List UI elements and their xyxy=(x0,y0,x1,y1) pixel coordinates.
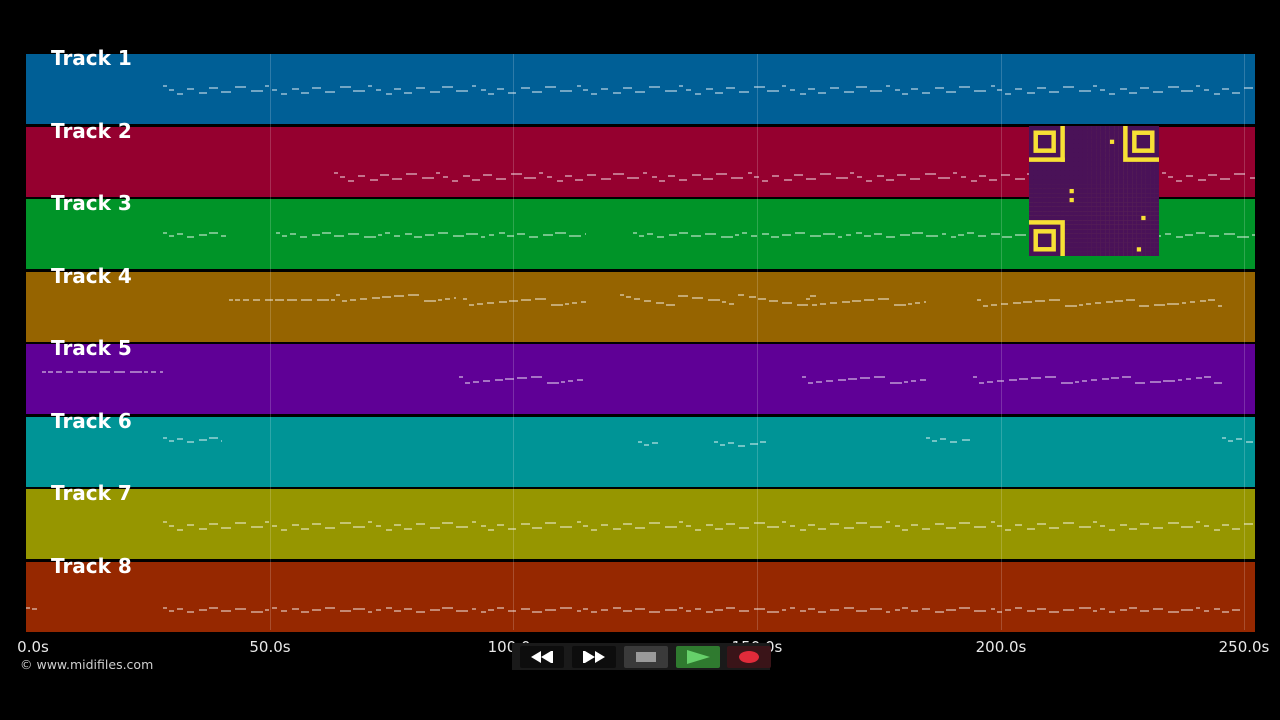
grid-line xyxy=(757,54,758,630)
track-lane: Track 6 xyxy=(26,409,1255,487)
play-icon xyxy=(687,650,710,664)
tick-label: 50.0s xyxy=(249,638,291,656)
note-strip xyxy=(26,607,1240,612)
qr-code-icon xyxy=(1029,126,1160,257)
note-strip xyxy=(163,232,1255,238)
tick-label: 250.0s xyxy=(1218,638,1270,656)
track-lane: Track 4 xyxy=(26,264,1255,342)
note-strip xyxy=(229,294,1222,306)
note-strip xyxy=(163,437,1253,446)
track-label: Track 6 xyxy=(51,408,132,433)
track-label: Track 2 xyxy=(51,118,132,143)
track-lane: Track 8 xyxy=(26,554,1255,632)
rewind-button[interactable] xyxy=(520,646,564,668)
grid-line xyxy=(1244,54,1245,630)
play-button[interactable] xyxy=(676,646,720,668)
note-strip xyxy=(163,85,1253,95)
grid-line xyxy=(1001,54,1002,630)
fast-forward-icon xyxy=(583,651,605,663)
track-label: Track 1 xyxy=(51,46,132,70)
record-button[interactable] xyxy=(727,646,771,668)
track-lane: Track 1 xyxy=(26,46,1255,124)
transport-controls xyxy=(512,643,771,670)
track-label: Track 7 xyxy=(51,481,132,505)
note-strip xyxy=(42,371,1222,384)
track-label: Track 3 xyxy=(51,191,132,215)
track-label: Track 8 xyxy=(51,553,132,578)
track-lane: Track 5 xyxy=(26,336,1255,414)
grid-line xyxy=(513,54,514,630)
stop-icon xyxy=(636,652,656,662)
track-lane: Track 7 xyxy=(26,481,1255,559)
tick-label: 0.0s xyxy=(17,638,49,656)
track-label: Track 4 xyxy=(51,263,132,288)
rewind-icon xyxy=(531,651,553,663)
grid-line xyxy=(270,54,271,630)
tick-label: 200.0s xyxy=(975,638,1027,656)
note-strip xyxy=(163,521,1253,531)
track-label: Track 5 xyxy=(51,336,132,360)
copyright-text: © www.midifiles.com xyxy=(20,657,154,672)
stop-button[interactable] xyxy=(624,646,668,668)
record-icon xyxy=(739,651,759,663)
fast-forward-button[interactable] xyxy=(572,646,616,668)
